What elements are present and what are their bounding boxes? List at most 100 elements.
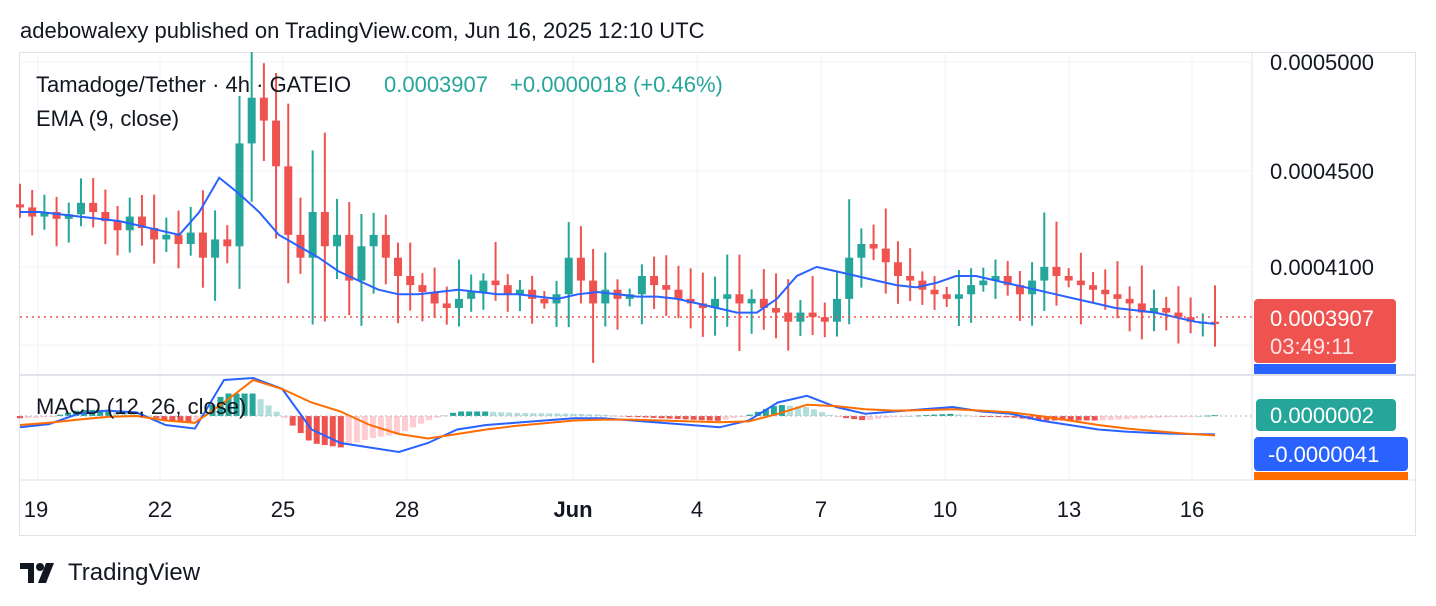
macd-hist-bar (778, 405, 785, 416)
candle (869, 224, 878, 261)
macd-hist-bar (794, 406, 801, 416)
macd-hist-bar (482, 411, 489, 416)
candle (808, 276, 817, 336)
macd-hist-bar (466, 411, 473, 416)
chart-frame[interactable] (19, 52, 1416, 536)
macd-hist-bar (522, 413, 529, 416)
candle-body (564, 257, 573, 295)
macd-hist-bar (1179, 416, 1186, 417)
macd-hist-bar (530, 413, 537, 416)
candle (723, 254, 732, 327)
macd-hist-bar (57, 414, 64, 416)
candle (954, 270, 963, 327)
candle-body (1125, 298, 1134, 304)
macd-hist-bar (1003, 416, 1010, 418)
candle-body (162, 234, 171, 240)
candle-body (479, 280, 488, 292)
candle (162, 217, 171, 253)
candle (540, 291, 549, 309)
candles (16, 52, 1219, 363)
candle (906, 248, 915, 301)
macd-hist-bar (1131, 416, 1138, 419)
macd-hist-bar (1123, 416, 1130, 420)
macd-hist-bar (97, 409, 104, 416)
macd-hist-bar (730, 416, 737, 419)
candle-body (515, 289, 524, 295)
macd-histogram (17, 393, 1218, 448)
candle (845, 199, 854, 325)
macd-hist-bar (1171, 416, 1178, 417)
macd-hist-bar (426, 416, 433, 421)
macd-hist-bar (25, 416, 32, 419)
candle-body (272, 120, 281, 167)
macd-hist-bar (145, 415, 152, 417)
candle-body (601, 289, 610, 304)
candle (650, 256, 659, 309)
macd-hist-bar (674, 416, 681, 420)
macd-hist-bar (682, 416, 689, 420)
price-tick-label: 0.0004500 (1270, 159, 1374, 184)
macd-hist-bar (666, 416, 673, 419)
candle (662, 255, 671, 316)
candle-body (394, 257, 403, 276)
macd-hist-bar (891, 416, 898, 417)
candle-body (637, 276, 646, 295)
candle (552, 280, 561, 327)
macd-hist-bar (305, 416, 312, 441)
candle-body (211, 239, 220, 258)
macd-hist-bar (490, 411, 497, 416)
candle (52, 196, 61, 247)
macd-hist-bar (875, 416, 882, 419)
candle-body (930, 289, 939, 295)
candle (394, 242, 403, 324)
candle (747, 289, 756, 334)
candle-body (1174, 312, 1183, 318)
macd-hist-bar (1139, 416, 1146, 419)
macd-hist-bar (827, 414, 834, 416)
footer: TradingView (20, 558, 200, 588)
macd-hist-bar (770, 406, 777, 416)
price-tick-label: 0.0005000 (1270, 50, 1374, 75)
macd-hist-bar (329, 416, 336, 447)
macd-hist-bar (835, 416, 842, 418)
candle-body (735, 294, 744, 304)
candle (613, 279, 622, 330)
candle-body (893, 262, 902, 276)
candle-body (76, 202, 85, 215)
change-legend: +0.0000018 (+0.46%) (510, 72, 723, 97)
macd-hist-bar (450, 412, 457, 416)
candle-body (772, 308, 781, 313)
candle-body (832, 298, 841, 322)
macd-hist-bar (337, 416, 344, 448)
candle-body (101, 212, 110, 222)
candle-body (186, 232, 195, 244)
time-tick-label: 10 (933, 497, 957, 522)
ema-price-badge (1254, 364, 1396, 374)
candle (308, 150, 317, 325)
candle (893, 241, 902, 304)
candle-body (16, 204, 24, 208)
candle-body (1101, 289, 1110, 295)
symbol-legend[interactable]: Tamadoge/Tether · 4h · GATEIO (36, 72, 351, 97)
ema-legend[interactable]: EMA (9, close) (36, 106, 179, 131)
candle-body (711, 298, 720, 308)
candle (564, 222, 573, 328)
macd-legend[interactable]: MACD (12, 26, close) (36, 394, 246, 419)
candle-body (1003, 276, 1012, 286)
macd-hist-bar (690, 416, 697, 420)
candle-body (369, 234, 378, 247)
macd-hist-bar (169, 416, 176, 421)
chart-canvas[interactable]: 0.0005000 0.0004500 0.0004100 0.0003907 … (0, 0, 1436, 540)
macd-hist-bar (931, 414, 938, 416)
macd-hist-bar (867, 416, 874, 420)
candle-body (1064, 276, 1073, 281)
macd-hist-bar (722, 416, 729, 420)
candle-body (150, 228, 159, 240)
macd-hist-bar (345, 416, 352, 445)
candle (930, 276, 939, 310)
candle-body (954, 294, 963, 299)
candle (491, 241, 500, 301)
candle-body (113, 221, 122, 231)
footer-brand: TradingView (68, 559, 201, 586)
macd-hist-bar (369, 416, 376, 439)
